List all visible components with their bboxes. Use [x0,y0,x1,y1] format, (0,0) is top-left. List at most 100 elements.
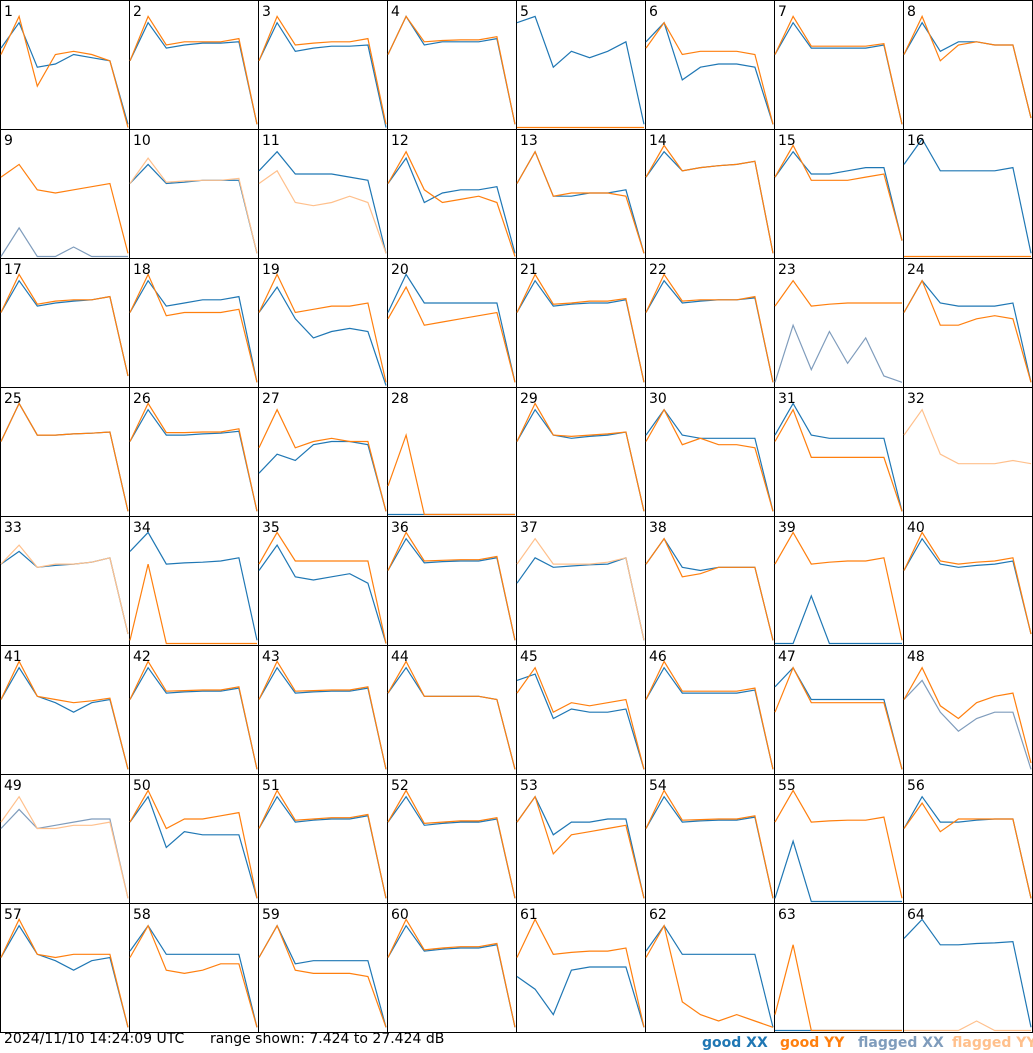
panel-label: 41 [4,649,22,665]
spectrum-line [129,279,258,383]
spectrum-line [129,660,258,770]
spectrum-line [258,531,387,644]
spectrum-line [258,924,387,1028]
spectrum-line [774,408,903,512]
panel-label: 27 [262,391,280,407]
panel-label: 18 [133,262,151,278]
spectrum-line [258,440,387,512]
panel-frame [903,129,1033,259]
spectrum-line [387,150,516,257]
spectrum-line [129,531,258,641]
panel-label: 11 [262,133,280,149]
spectrum-line [645,21,774,125]
spectrum-line [387,15,516,125]
panel-label: 44 [391,649,409,665]
spectrum-line [774,15,903,125]
panel-frame [645,258,775,388]
spectrum-line [645,660,774,770]
panel-label: 56 [907,778,925,794]
legend-entry: good XX [702,1035,768,1051]
panel-label: 21 [520,262,538,278]
panel-label: 6 [649,4,658,20]
spectrum-line [645,144,774,254]
spectrum-line [516,402,645,512]
panel-label: 64 [907,907,925,923]
spectrum-line [258,666,387,770]
panel-label: 54 [649,778,667,794]
panel-label: 45 [520,649,538,665]
spectrum-line [516,15,645,125]
spectrum-line [258,789,387,899]
panel-frame [0,774,130,904]
panel-frame [387,129,517,259]
spectrum-line [904,1020,1031,1032]
legend-entry: flagged XX [858,1035,944,1051]
spectrum-line [0,163,129,254]
spectrum-line [516,666,645,770]
panel-label: 28 [391,391,409,407]
spectrum-line [0,14,129,128]
spectrum-line [645,273,774,383]
panel-label: 51 [262,778,280,794]
spectrum-line [516,795,645,899]
panel-frame [258,387,388,517]
spectrum-line [387,924,516,1028]
spectrum-line [645,924,774,1028]
panel-label: 61 [520,907,538,923]
panel-label: 15 [778,133,796,149]
range-label: range shown: 7.424 to 27.424 dB [210,1031,444,1047]
panel-label: 23 [778,262,796,278]
spectrum-line [387,789,516,899]
spectrum-line [0,402,129,512]
spectrum-line [387,156,516,254]
spectrum-line [903,408,1032,465]
spectrum-line [258,15,387,125]
spectrum-line [903,679,1032,770]
panel-frame [774,645,904,775]
panel-label: 60 [391,907,409,923]
panel-label: 29 [520,391,538,407]
panel-label: 58 [133,907,151,923]
spectrum-line [774,666,903,770]
spectrum-line [903,531,1032,635]
spectrum-line [0,666,129,770]
panel-label: 59 [262,907,280,923]
spectrum-line [774,944,902,1032]
spectrum-line [774,279,902,307]
panel-label: 32 [907,391,925,407]
spectrum-line [0,918,129,1028]
spectrum-line [129,21,258,125]
spectrum-line [129,924,258,1028]
spectrum-line [0,544,129,635]
spectrum-line [387,795,516,899]
panel-label: 47 [778,649,796,665]
spectrum-line [129,795,258,899]
panel-frame [387,387,517,517]
spectrum-line [258,408,387,512]
panel-frame [0,129,130,259]
panel-frame [903,0,1033,130]
panel-label: 63 [778,907,796,923]
spectrum-line [258,795,387,899]
spectrum-line [129,408,258,512]
spectrum-line [516,966,645,1028]
spectrum-line [258,543,387,644]
panel-label: 40 [907,520,925,536]
panel-label: 43 [262,649,280,665]
spectrum-line [774,150,903,241]
panel-label: 20 [391,262,409,278]
panel-label: 4 [391,4,400,20]
spectrum-line [903,14,1032,119]
spectrum-line [903,137,1032,254]
spectrum-line [516,279,645,383]
panel-label: 24 [907,262,925,278]
spectrum-line [387,285,516,383]
panel-frame [645,129,775,259]
spectrum-line [129,563,257,645]
panel-frame [258,0,388,130]
panel-frame [774,258,904,388]
panel-label: 1 [4,4,13,20]
panel-frame [645,387,775,517]
panel-label: 10 [133,133,151,149]
